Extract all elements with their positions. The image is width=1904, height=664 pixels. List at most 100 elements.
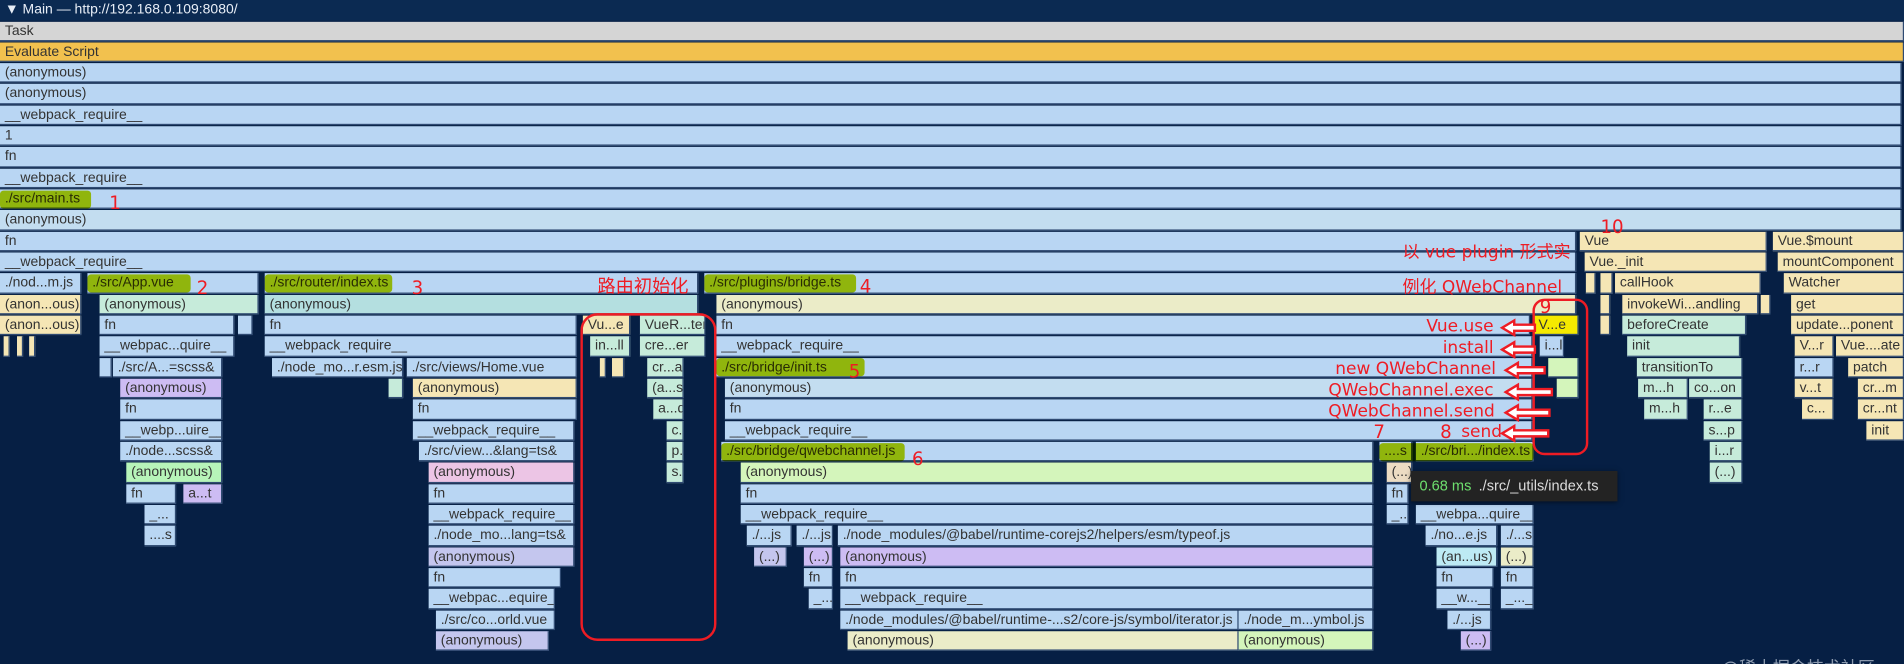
flame-frame[interactable]: (anon...ous) [0,294,82,315]
flame-frame[interactable]: Vue._init [1584,252,1767,273]
flame-frame[interactable]: fn [120,399,223,420]
flame-frame[interactable]: (anonymous) [435,631,549,652]
flame-frame[interactable]: init [1866,420,1904,441]
flame-frame[interactable]: (anon...ous) [0,315,82,336]
flame-frame[interactable]: r...r [1794,357,1834,378]
flame-frame[interactable]: fn [412,399,577,420]
flame-frame[interactable]: (anonymous) [0,210,1902,231]
flame-frame[interactable] [1760,294,1771,315]
flame-frame[interactable]: init [1627,336,1741,357]
flame-frame[interactable]: ./node_m...ymbol.js [1238,610,1374,631]
flame-frame[interactable]: fn [740,484,1374,504]
flame-frame[interactable]: c... [1802,399,1834,420]
flame-frame[interactable]: Vue.$mount [1772,231,1904,252]
flame-frame[interactable]: _..._ [1500,589,1534,610]
flame-frame[interactable]: fn [0,147,1902,168]
flame-frame[interactable]: _... [1386,505,1409,525]
flame-frame[interactable]: Task [0,21,1904,42]
flame-frame[interactable]: cr...nt [1857,399,1904,420]
flame-frame[interactable]: v...t [1794,378,1834,399]
flame-frame[interactable]: fn [428,568,562,588]
flame-frame[interactable]: Watcher [1783,273,1904,294]
flame-frame[interactable]: (anonymous) [264,294,699,315]
flame-frame[interactable]: fn [1500,568,1534,588]
flame-frame[interactable]: ./...js [1447,610,1492,631]
flame-frame[interactable]: (anonymous) [99,294,259,315]
flame-frame[interactable] [99,357,112,378]
flame-frame[interactable]: __webp...uire__ [120,420,223,441]
flame-frame[interactable]: (anonymous) [716,294,1577,315]
flame-frame[interactable]: (anonymous) [847,631,1239,652]
flame-frame[interactable]: fn [428,484,575,504]
flame-frame[interactable]: p... [666,441,684,462]
flame-frame[interactable]: ./node...scss& [120,441,223,462]
flame-frame[interactable]: transitionTo [1636,357,1743,378]
flame-frame[interactable]: callHook [1615,273,1761,294]
flame-frame[interactable]: __webpack_require__ [724,420,1533,441]
flame-frame[interactable]: ./node_modules/@babel/runtime-corejs2/he… [837,526,1374,546]
flame-frame[interactable] [29,336,36,357]
flame-frame[interactable]: __webpac...equire__ [428,589,555,610]
flame-frame[interactable]: m...h [1644,399,1688,420]
flame-frame[interactable]: __webpack_require__ [740,505,1374,525]
flame-frame[interactable]: ./nod...m.js [0,273,82,294]
flame-frame[interactable]: i...r [1709,441,1743,462]
flame-frame[interactable]: __webpack_require__ [264,336,577,357]
flame-frame[interactable]: m...h [1638,378,1688,399]
flame-frame[interactable]: VueR...ter [639,315,706,336]
flame-frame[interactable]: V...r [1794,336,1834,357]
flame-frame[interactable]: __webpack_require__ [716,336,1533,357]
flame-frame[interactable]: ./src/view...&lang=ts& [418,441,575,462]
flame-frame[interactable]: (anonymous) [428,463,575,483]
flame-frame[interactable]: patch [1848,357,1904,378]
flame-frame[interactable]: __webpack_require__ [0,252,1577,273]
flame-frame[interactable]: fn [1386,484,1409,504]
flame-frame[interactable]: update...ponent [1791,315,1904,336]
flame-frame[interactable]: (anonymous) [740,463,1374,483]
flame-frame[interactable]: ./src/A...=scss& [112,357,223,378]
flame-frame[interactable] [388,378,404,399]
flame-frame[interactable]: s... [666,463,684,483]
flame-frame[interactable]: __webpa...quire__ [1415,505,1534,525]
flame-frame[interactable]: fn [264,315,577,336]
flame-frame[interactable]: fn [803,568,834,588]
flame-frame[interactable]: cr...m [1857,378,1904,399]
flame-frame[interactable]: fn [1436,568,1494,588]
flame-frame[interactable]: (anonymous) [412,378,577,399]
flame-frame[interactable]: (anonymous) [126,463,223,483]
flame-frame[interactable]: 1 [0,126,1902,147]
flame-frame[interactable] [1600,273,1613,294]
flame-frame[interactable]: fn [840,568,1374,588]
flame-frame[interactable]: (...) [1709,463,1743,483]
main-track-header[interactable]: ▼ Main — http://192.168.0.109:8080/ [0,0,1904,21]
flame-frame[interactable]: r...e [1703,399,1743,420]
flame-frame[interactable]: Vue [1579,231,1767,252]
flame-frame[interactable]: beforeCreate [1622,315,1747,336]
flame-frame[interactable]: fn [99,315,235,336]
flame-frame[interactable]: _... [144,505,177,525]
flame-frame[interactable] [612,357,625,378]
flame-frame[interactable]: ./node_modules/@babel/runtime-...s2/core… [840,610,1239,631]
flame-frame[interactable]: cr...ap [647,357,684,378]
flame-frame[interactable]: a...t [183,484,223,504]
flame-frame[interactable]: ./...js [796,526,834,546]
flame-frame[interactable]: (a...s) [647,378,684,399]
flame-frame[interactable]: Evaluate Script [0,42,1904,63]
flame-frame[interactable]: get [1791,294,1904,315]
flame-frame[interactable]: ./node_mo...lang=ts& [428,526,575,546]
flame-frame[interactable]: cre...er [639,336,706,357]
flame-frame[interactable]: Vue....ate [1836,336,1904,357]
flame-frame[interactable]: (...) [803,547,834,567]
flame-frame[interactable] [1548,357,1579,378]
flame-frame[interactable] [238,315,253,336]
flame-frame[interactable]: _... [808,589,834,610]
flame-frame[interactable] [1556,378,1579,399]
flame-frame[interactable] [599,357,606,378]
flame-frame[interactable]: (an...us) [1436,547,1498,567]
flame-frame[interactable]: __webpac...quire__ [99,336,235,357]
flame-frame[interactable] [1600,294,1611,315]
flame-frame[interactable]: (anonymous) [724,378,1533,399]
flame-frame[interactable]: (...) [1460,631,1492,652]
flame-frame[interactable]: ./src/co...orld.vue [435,610,555,631]
